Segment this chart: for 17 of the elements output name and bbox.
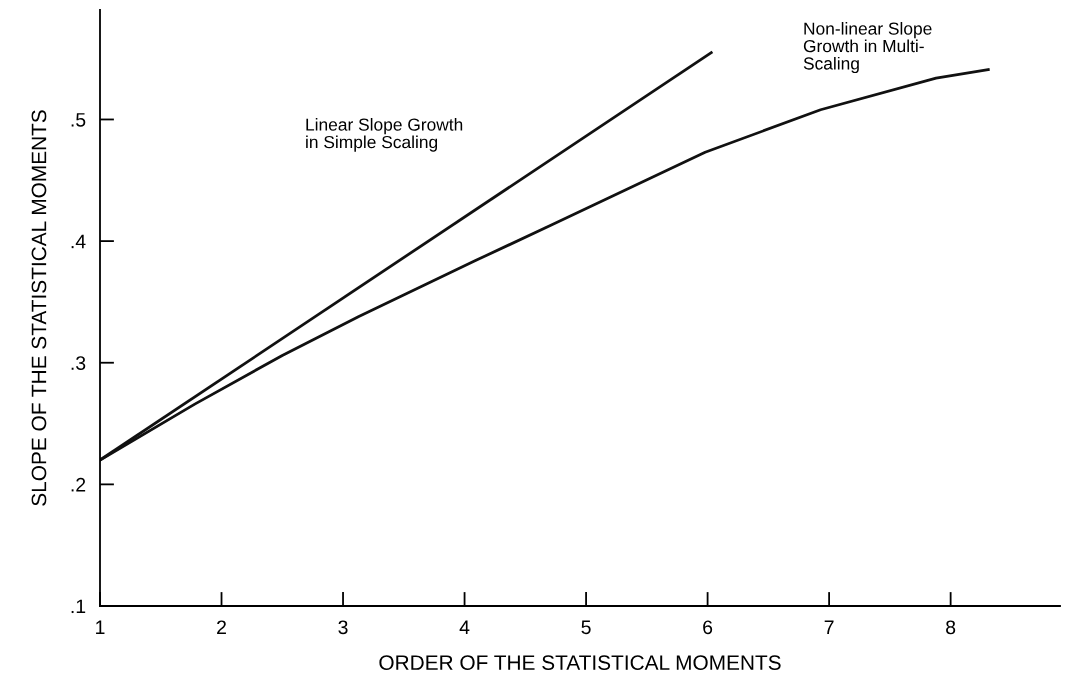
annotation: Linear Slope Growth in Simple Scaling (306, 118, 463, 152)
y-axis-title: SLOPE OF THE STATISTICAL MOMENTS (31, 110, 47, 506)
y-tick-label: .5 (71, 113, 86, 127)
x-tick-label: 6 (703, 620, 713, 635)
x-tick-label: 5 (581, 620, 591, 635)
annotation: Non-linear Slope Growth in Multi- Scaling (803, 22, 932, 74)
x-tick-label: 4 (459, 620, 470, 634)
y-tick-label: .4 (71, 234, 86, 249)
x-tick-label: 1 (96, 620, 105, 634)
x-tick-label: 3 (338, 620, 348, 635)
y-tick-label: .3 (71, 356, 86, 370)
x-axis-title: ORDER OF THE STATISTICAL MOMENTS (379, 655, 781, 670)
x-tick-label: 2 (217, 620, 226, 634)
y-tick-label: .1 (71, 599, 86, 614)
x-tick-label: 8 (946, 620, 956, 635)
x-tick-label: 7 (824, 620, 834, 634)
y-tick-label: .2 (71, 477, 86, 492)
